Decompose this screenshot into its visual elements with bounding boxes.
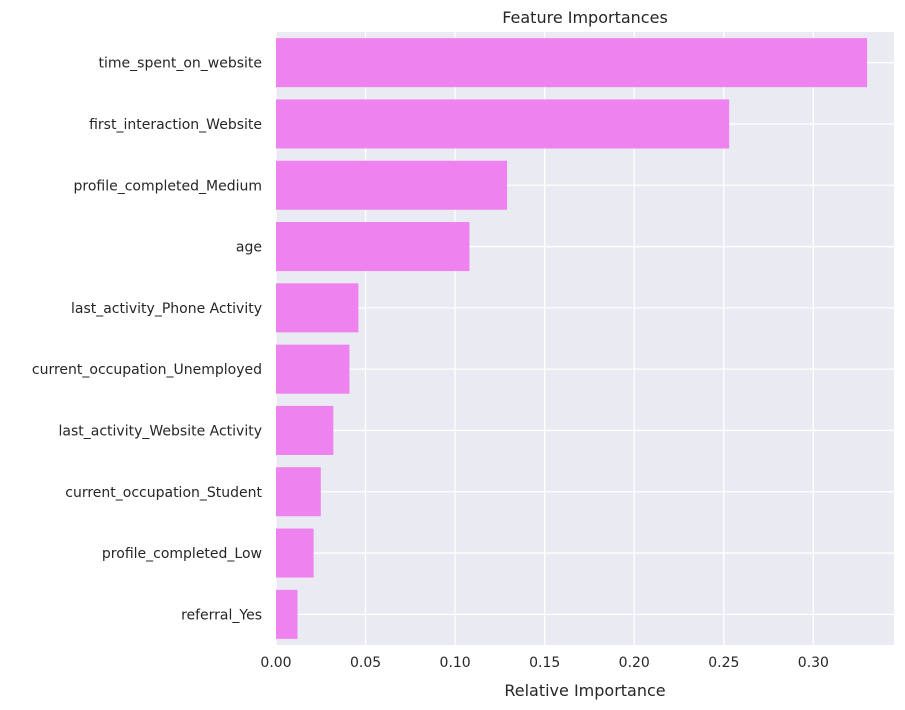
x-tick-labels: 0.00 0.05 0.10 0.15 0.20 0.25 0.30 bbox=[260, 655, 829, 671]
bar-last-activity-phone-activity bbox=[276, 283, 359, 333]
x-tick-label: 0.00 bbox=[260, 655, 291, 671]
y-tick-label: current_occupation_Unemployed bbox=[32, 362, 262, 378]
x-tick-label: 0.15 bbox=[529, 655, 560, 671]
bar-referral-yes bbox=[276, 589, 298, 639]
x-tick-label: 0.20 bbox=[619, 655, 650, 671]
bar-profile-completed-medium bbox=[276, 160, 508, 210]
bars bbox=[276, 38, 868, 639]
bar-current-occupation-unemployed bbox=[276, 344, 350, 394]
x-tick-label: 0.30 bbox=[798, 655, 829, 671]
bar-age bbox=[276, 222, 470, 272]
bar-first-interaction-website bbox=[276, 99, 730, 149]
x-tick-label: 0.25 bbox=[708, 655, 739, 671]
bar-last-activity-website-activity bbox=[276, 405, 334, 455]
bar-time-spent-on-website bbox=[276, 38, 868, 88]
y-tick-label: first_interaction_Website bbox=[89, 117, 262, 133]
y-tick-label: last_activity_Phone Activity bbox=[71, 301, 262, 317]
y-tick-label: profile_completed_Low bbox=[102, 546, 262, 562]
y-tick-label: profile_completed_Medium bbox=[74, 178, 262, 194]
x-tick-label: 0.10 bbox=[440, 655, 471, 671]
bar-current-occupation-student bbox=[276, 467, 321, 517]
y-tick-label: last_activity_Website Activity bbox=[59, 423, 262, 439]
y-tick-label: referral_Yes bbox=[181, 607, 262, 623]
y-tick-label: time_spent_on_website bbox=[99, 56, 262, 72]
x-tick-label: 0.05 bbox=[350, 655, 381, 671]
y-tick-label: age bbox=[236, 240, 262, 256]
bar-profile-completed-low bbox=[276, 528, 314, 578]
x-axis-label: Relative Importance bbox=[504, 681, 665, 700]
y-tick-label: current_occupation_Student bbox=[65, 485, 262, 501]
y-tick-labels: time_spent_on_website first_interaction_W… bbox=[32, 56, 263, 624]
chart-title: Feature Importances bbox=[502, 8, 668, 27]
